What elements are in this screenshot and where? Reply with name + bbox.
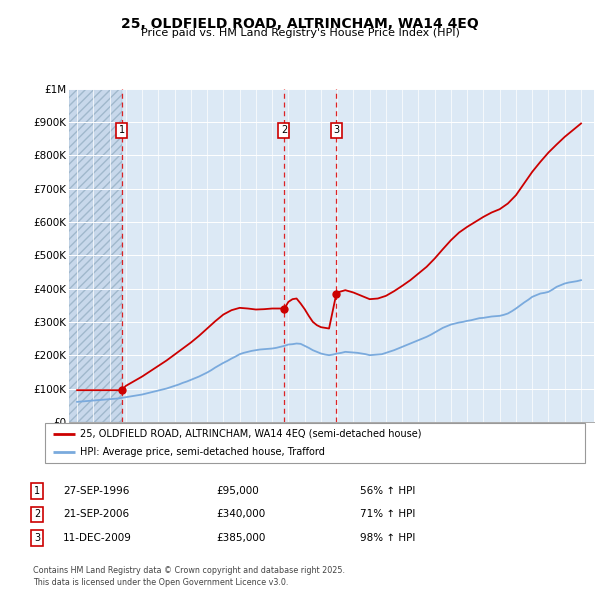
Text: 25, OLDFIELD ROAD, ALTRINCHAM, WA14 4EQ: 25, OLDFIELD ROAD, ALTRINCHAM, WA14 4EQ	[121, 17, 479, 31]
Text: 2: 2	[34, 510, 40, 519]
Text: 2: 2	[281, 125, 287, 135]
Text: 98% ↑ HPI: 98% ↑ HPI	[360, 533, 415, 543]
Text: 21-SEP-2006: 21-SEP-2006	[63, 510, 129, 519]
Text: £95,000: £95,000	[216, 486, 259, 496]
Text: £340,000: £340,000	[216, 510, 265, 519]
Text: 71% ↑ HPI: 71% ↑ HPI	[360, 510, 415, 519]
Text: Price paid vs. HM Land Registry's House Price Index (HPI): Price paid vs. HM Land Registry's House …	[140, 28, 460, 38]
Text: 56% ↑ HPI: 56% ↑ HPI	[360, 486, 415, 496]
Text: 3: 3	[34, 533, 40, 543]
Bar	[69, 88, 122, 422]
Text: HPI: Average price, semi-detached house, Trafford: HPI: Average price, semi-detached house,…	[80, 447, 325, 457]
Text: 3: 3	[334, 125, 340, 135]
Text: 25, OLDFIELD ROAD, ALTRINCHAM, WA14 4EQ (semi-detached house): 25, OLDFIELD ROAD, ALTRINCHAM, WA14 4EQ …	[80, 429, 422, 439]
Text: 1: 1	[34, 486, 40, 496]
Text: 11-DEC-2009: 11-DEC-2009	[63, 533, 132, 543]
Text: 27-SEP-1996: 27-SEP-1996	[63, 486, 130, 496]
Text: £385,000: £385,000	[216, 533, 265, 543]
Text: 1: 1	[119, 125, 125, 135]
Text: Contains HM Land Registry data © Crown copyright and database right 2025.
This d: Contains HM Land Registry data © Crown c…	[33, 566, 345, 587]
